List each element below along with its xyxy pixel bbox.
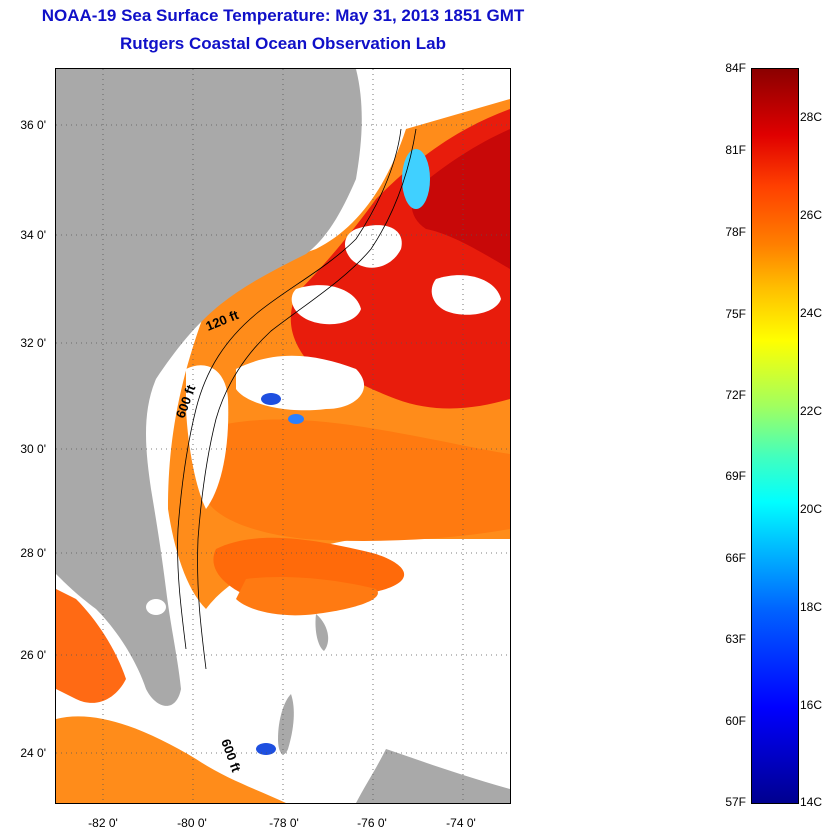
lat-label-34: 34 0' [20, 228, 46, 242]
colorbar-c-22: 22C [800, 404, 823, 418]
lat-label-26: 26 0' [20, 648, 46, 662]
lat-label-30: 30 0' [20, 442, 46, 456]
land-us-mainland [56, 69, 362, 706]
cool-patch-2 [288, 414, 304, 424]
sst-bahamas-warm [236, 577, 378, 616]
lon-label-80: -80 0' [177, 816, 207, 830]
sst-warm-band [206, 419, 510, 541]
colorbar-c-18: 18C [800, 600, 823, 614]
lon-label-78: -78 0' [269, 816, 299, 830]
colorbar-f-84: 84F [725, 61, 746, 75]
colorbar-c-24: 24C [800, 306, 823, 320]
colorbar-f-78: 78F [725, 225, 746, 239]
colorbar-f-72: 72F [725, 388, 746, 402]
colorbar-c-20: 20C [800, 502, 823, 516]
sst-gulf-patch [56, 589, 126, 703]
colorbar-f-63: 63F [725, 632, 746, 646]
land-bahamas-2 [315, 614, 329, 651]
lat-label-36: 36 0' [20, 118, 46, 132]
cool-patch-1 [261, 393, 281, 405]
cloud-patch-4 [431, 275, 501, 315]
lat-label-24: 24 0' [20, 746, 46, 760]
colorbar-f-57: 57F [725, 795, 746, 809]
lat-label-28: 28 0' [20, 546, 46, 560]
colorbar-f-75: 75F [725, 307, 746, 321]
colorbar-f-69: 69F [725, 469, 746, 483]
contour-120ft [177, 128, 402, 650]
colorbar-c-14: 14C [800, 795, 823, 809]
colorbar-c-28: 28C [800, 110, 823, 124]
cloud-patch-3 [291, 285, 361, 325]
land-bahamas-1 [278, 694, 294, 755]
cool-patch-6 [402, 149, 430, 209]
cloud-patch-6 [186, 365, 229, 509]
sst-keys-patch [56, 716, 286, 803]
sst-hot-core [411, 129, 510, 269]
colorbar-f-60: 60F [725, 714, 746, 728]
lon-label-76: -76 0' [357, 816, 387, 830]
temperature-colorbar [751, 68, 799, 804]
chart-title: NOAA-19 Sea Surface Temperature: May 31,… [41, 6, 525, 25]
lat-label-32: 32 0' [20, 336, 46, 350]
colorbar-c-26: 26C [800, 208, 823, 222]
lake-okeechobee [146, 599, 166, 615]
chart-subtitle: Rutgers Coastal Ocean Observation Lab [120, 34, 446, 53]
contour-600ft [197, 128, 417, 670]
land-cuba [356, 749, 510, 803]
colorbar-f-66: 66F [725, 551, 746, 565]
colorbar-f-81: 81F [725, 143, 746, 157]
lon-label-82: -82 0' [88, 816, 118, 830]
sst-map: 120 ft 600 ft 600 ft [55, 68, 511, 804]
colorbar-c-16: 16C [800, 698, 823, 712]
cloud-patch-2 [344, 225, 402, 268]
lon-label-74: -74 0' [446, 816, 476, 830]
graticule [56, 69, 510, 803]
cloud-patch-5 [212, 617, 510, 803]
cool-patch-5 [256, 743, 276, 755]
sst-map-canvas: 120 ft 600 ft 600 ft [56, 69, 510, 803]
